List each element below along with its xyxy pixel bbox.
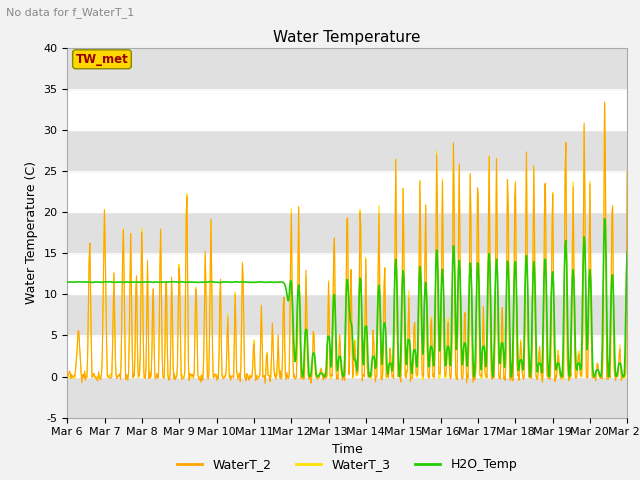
- Bar: [67, 212, 627, 253]
- X-axis label: Time: Time: [332, 443, 363, 456]
- Title: Water Temperature: Water Temperature: [273, 30, 421, 46]
- Legend: WaterT_2, WaterT_3, H2O_Temp: WaterT_2, WaterT_3, H2O_Temp: [172, 453, 522, 476]
- Bar: [67, 294, 627, 336]
- Bar: [67, 336, 627, 376]
- Bar: [67, 130, 627, 171]
- Bar: [67, 89, 627, 130]
- Bar: [67, 171, 627, 212]
- Bar: [67, 48, 627, 89]
- Bar: [67, 253, 627, 294]
- Text: No data for f_WaterT_1: No data for f_WaterT_1: [6, 7, 134, 18]
- Bar: [67, 376, 627, 418]
- Text: TW_met: TW_met: [76, 53, 129, 66]
- Y-axis label: Water Temperature (C): Water Temperature (C): [25, 161, 38, 304]
